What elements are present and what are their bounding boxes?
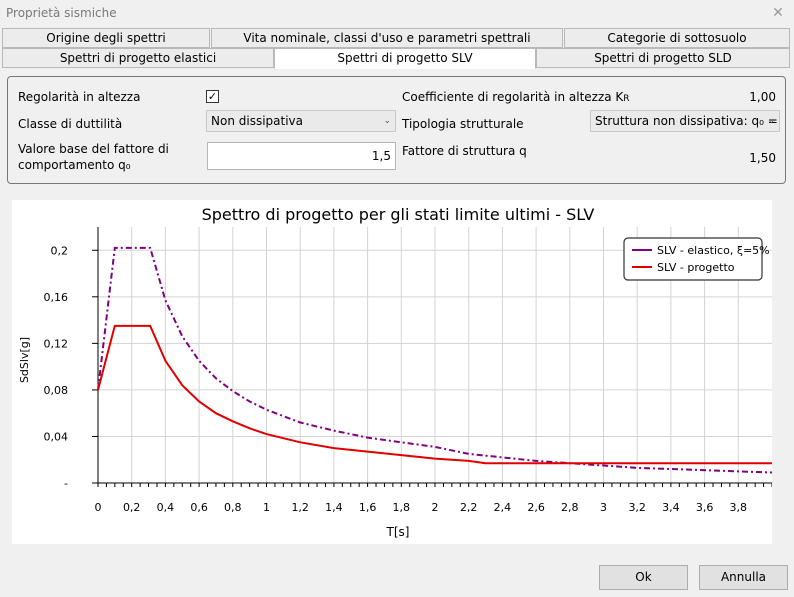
chevron-down-icon: ⌄ xyxy=(383,116,391,126)
tipologia-select[interactable]: Struttura non dissipativa: q₀ = ' ⌄ xyxy=(590,110,780,132)
x-tick-label: 3,4 xyxy=(662,501,680,514)
legend-label-1: SLV - progetto xyxy=(657,261,735,274)
coeff-regolarita-label: Coefficiente di regolarità in altezza KR xyxy=(402,90,630,104)
legend-label-0: SLV - elastico, ξ=5% xyxy=(657,244,770,257)
y-tick-label: 0,04 xyxy=(44,430,69,443)
x-tick-label: 2,4 xyxy=(494,501,512,514)
tab-categorie-sottosuolo[interactable]: Categorie di sottosuolo xyxy=(564,28,790,48)
x-tick-label: 1 xyxy=(263,501,270,514)
classe-duttilita-value: Non dissipativa xyxy=(211,114,303,128)
x-tick-label: 3 xyxy=(600,501,607,514)
coeff-regolarita-sub: R xyxy=(623,94,630,104)
parameters-panel: Regolarità in altezza ✓ Classe di duttil… xyxy=(7,76,786,184)
x-tick-label: 1,8 xyxy=(393,501,411,514)
classe-duttilita-label: Classe di duttilità xyxy=(18,117,123,131)
spectrum-chart: Spettro di progetto per gli stati limite… xyxy=(12,200,772,544)
tipologia-value: Struttura non dissipativa: q₀ = ' xyxy=(595,114,780,128)
x-tick-label: 0,6 xyxy=(190,501,208,514)
window-title: Proprietà sismiche xyxy=(6,6,117,20)
tab-spettri-slv[interactable]: Spettri di progetto SLV xyxy=(274,48,536,69)
x-tick-label: 0,2 xyxy=(123,501,141,514)
chevron-down-icon: ⌄ xyxy=(767,116,775,126)
tab-origine-spettri[interactable]: Origine degli spettri xyxy=(2,28,210,48)
fattore-struttura-value: 1,50 xyxy=(749,151,776,165)
cancel-button[interactable]: Annulla xyxy=(699,565,788,590)
x-axis-label: T[s] xyxy=(386,525,410,539)
tab-vita-nominale[interactable]: Vita nominale, classi d'uso e parametri … xyxy=(211,28,563,48)
x-tick-label: 2,2 xyxy=(460,501,478,514)
tab-spettri-sld[interactable]: Spettri di progetto SLD xyxy=(536,48,790,68)
ok-button[interactable]: Ok xyxy=(599,565,688,590)
series-line-1 xyxy=(97,324,772,465)
y-axis-label: SdSlv[g] xyxy=(18,337,31,383)
regolarita-label: Regolarità in altezza xyxy=(18,90,141,104)
x-tick-label: 0,4 xyxy=(157,501,175,514)
y-tick-label: 0,2 xyxy=(51,244,69,257)
y-tick-label: - xyxy=(64,477,68,490)
close-icon[interactable]: ✕ xyxy=(772,5,784,21)
x-tick-label: 3,2 xyxy=(628,501,646,514)
series-line-0 xyxy=(97,246,772,474)
chart-title: Spettro di progetto per gli stati limite… xyxy=(202,205,595,224)
x-tick-label: 2,8 xyxy=(561,501,579,514)
x-tick-label: 2,6 xyxy=(527,501,545,514)
x-tick-label: 0,8 xyxy=(224,501,242,514)
y-tick-label: 0,08 xyxy=(44,384,69,397)
regolarita-checkbox[interactable]: ✓ xyxy=(206,90,219,103)
coeff-regolarita-text: Coefficiente di regolarità in altezza K xyxy=(402,90,624,104)
x-tick-label: 1,6 xyxy=(359,501,377,514)
title-bar: Proprietà sismiche ✕ xyxy=(0,0,794,26)
valore-base-label-line1: Valore base del fattore di xyxy=(18,142,169,156)
x-tick-label: 0 xyxy=(95,501,102,514)
x-tick-label: 1,4 xyxy=(325,501,343,514)
x-tick-label: 1,2 xyxy=(291,501,309,514)
tab-row-bottom: Spettri di progetto elastici Spettri di … xyxy=(0,48,794,69)
fattore-struttura-label: Fattore di struttura q xyxy=(402,144,527,158)
legend-box xyxy=(623,237,763,281)
classe-duttilita-select[interactable]: Non dissipativa ⌄ xyxy=(206,110,396,132)
x-tick-label: 3,6 xyxy=(696,501,714,514)
y-tick-label: 0,12 xyxy=(44,337,69,350)
y-tick-label: 0,16 xyxy=(44,291,69,304)
valore-base-input[interactable]: 1,5 xyxy=(207,142,396,170)
tab-spettri-elastici[interactable]: Spettri di progetto elastici xyxy=(2,48,274,68)
tipologia-label: Tipologia strutturale xyxy=(402,117,524,131)
tab-row-top: Origine degli spettri Vita nominale, cla… xyxy=(0,28,794,48)
spectrum-chart-svg: Spettro di progetto per gli stati limite… xyxy=(18,205,772,539)
coeff-regolarita-value: 1,00 xyxy=(749,90,776,104)
x-tick-label: 2 xyxy=(432,501,439,514)
valore-base-label-line2: comportamento q₀ xyxy=(18,158,131,172)
x-tick-label: 3,8 xyxy=(730,501,748,514)
